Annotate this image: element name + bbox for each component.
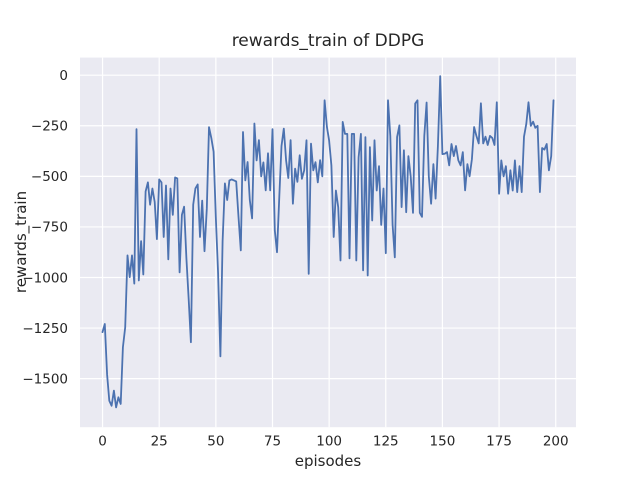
x-tick-label: 50 [207,434,224,450]
x-tick-label: 0 [98,434,107,450]
y-tick-label: −1500 [22,371,68,387]
rewards-line [101,75,555,409]
x-tick-label: 100 [316,434,342,450]
y-tick-label: −500 [31,169,68,185]
y-tick-label: −1000 [22,270,68,286]
x-tick-label: 150 [430,434,456,450]
x-tick-label: 200 [543,434,569,450]
chart-title: rewards_train of DDPG [231,31,425,51]
x-tick-label: 125 [373,434,399,450]
y-tick-label: 0 [59,68,68,84]
y-axis-label: rewards_train [12,190,30,294]
y-tick-label: −750 [31,220,68,236]
plot-area [80,57,576,428]
x-tick-label: 75 [264,434,281,450]
x-tick-label: 175 [486,434,512,450]
x-axis-label: episodes [294,452,362,470]
x-tick-label: 25 [151,434,168,450]
y-tick-label: −250 [31,119,68,135]
y-tick-label: −1250 [22,321,68,337]
